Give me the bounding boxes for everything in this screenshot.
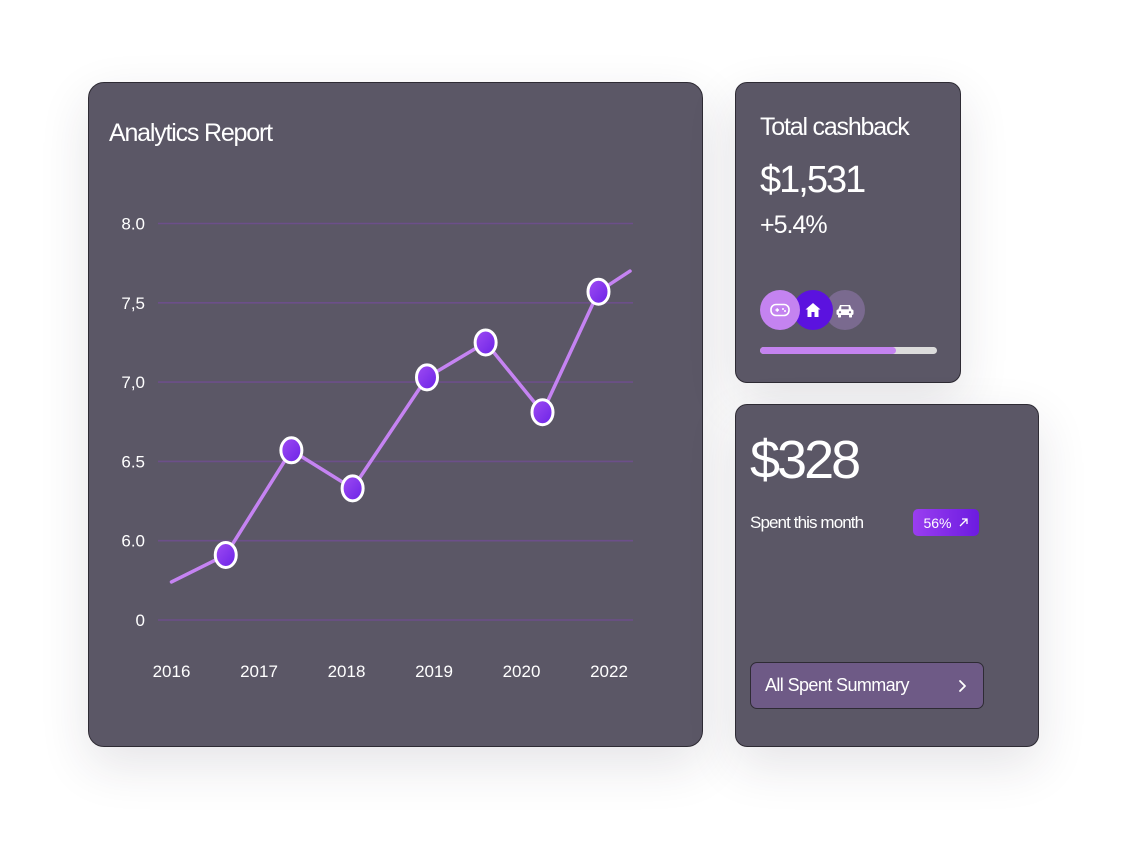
series-line — [169, 269, 632, 584]
y-tick-label: 7,0 — [121, 373, 145, 392]
chevron-right-icon — [957, 679, 967, 693]
x-tick-label: 2020 — [503, 662, 541, 681]
cashback-amount: $1,531 — [760, 159, 866, 201]
cashback-card: Total cashback $1,531 +5.4% — [735, 82, 961, 383]
x-tick-label: 2022 — [590, 662, 628, 681]
data-point — [586, 277, 611, 306]
data-point — [340, 474, 365, 503]
cashback-change: +5.4% — [760, 211, 828, 239]
spent-percent-badge: 56% — [913, 509, 979, 536]
spent-amount: $328 — [750, 430, 861, 490]
cashback-progress-fill — [760, 347, 897, 354]
cashback-title: Total cashback — [760, 113, 910, 141]
data-point — [213, 540, 238, 569]
arrow-up-right-icon — [959, 518, 968, 527]
analytics-title: Analytics Report — [109, 119, 273, 147]
spent-label: Spent this month — [750, 513, 864, 532]
analytics-report-card: Analytics Report 0 6.0 6.5 7,0 7,5 8.0 2016 201… — [88, 82, 703, 747]
y-tick-label: 6.5 — [121, 452, 145, 471]
x-tick-label: 2017 — [240, 662, 278, 681]
all-spent-summary-label: All Spent Summary — [765, 675, 909, 695]
data-point — [415, 363, 439, 392]
y-tick-label: 8.0 — [121, 215, 145, 234]
cashback-progress-bar — [760, 347, 937, 354]
y-tick-label: 6.0 — [121, 532, 145, 551]
spent-percent-text: 56% — [923, 514, 952, 531]
y-tick-label: 0 — [136, 611, 145, 630]
analytics-line-chart: 0 6.0 6.5 7,0 7,5 8.0 2016 2017 2018 2019 2020 2022 — [121, 215, 633, 681]
data-point — [279, 436, 304, 465]
x-tick-label: 2019 — [415, 662, 453, 681]
y-tick-label: 7,5 — [121, 294, 145, 313]
x-tick-label: 2016 — [153, 662, 191, 681]
all-spent-summary-button[interactable]: All Spent Summary — [750, 662, 984, 709]
gamepad-icon[interactable] — [760, 290, 800, 330]
home-icon[interactable] — [793, 290, 833, 330]
spent-card: $328 Spent this month 56% All Spent Summ… — [735, 404, 1039, 747]
data-point — [473, 328, 498, 357]
data-point — [530, 398, 555, 427]
x-tick-label: 2018 — [328, 662, 366, 681]
